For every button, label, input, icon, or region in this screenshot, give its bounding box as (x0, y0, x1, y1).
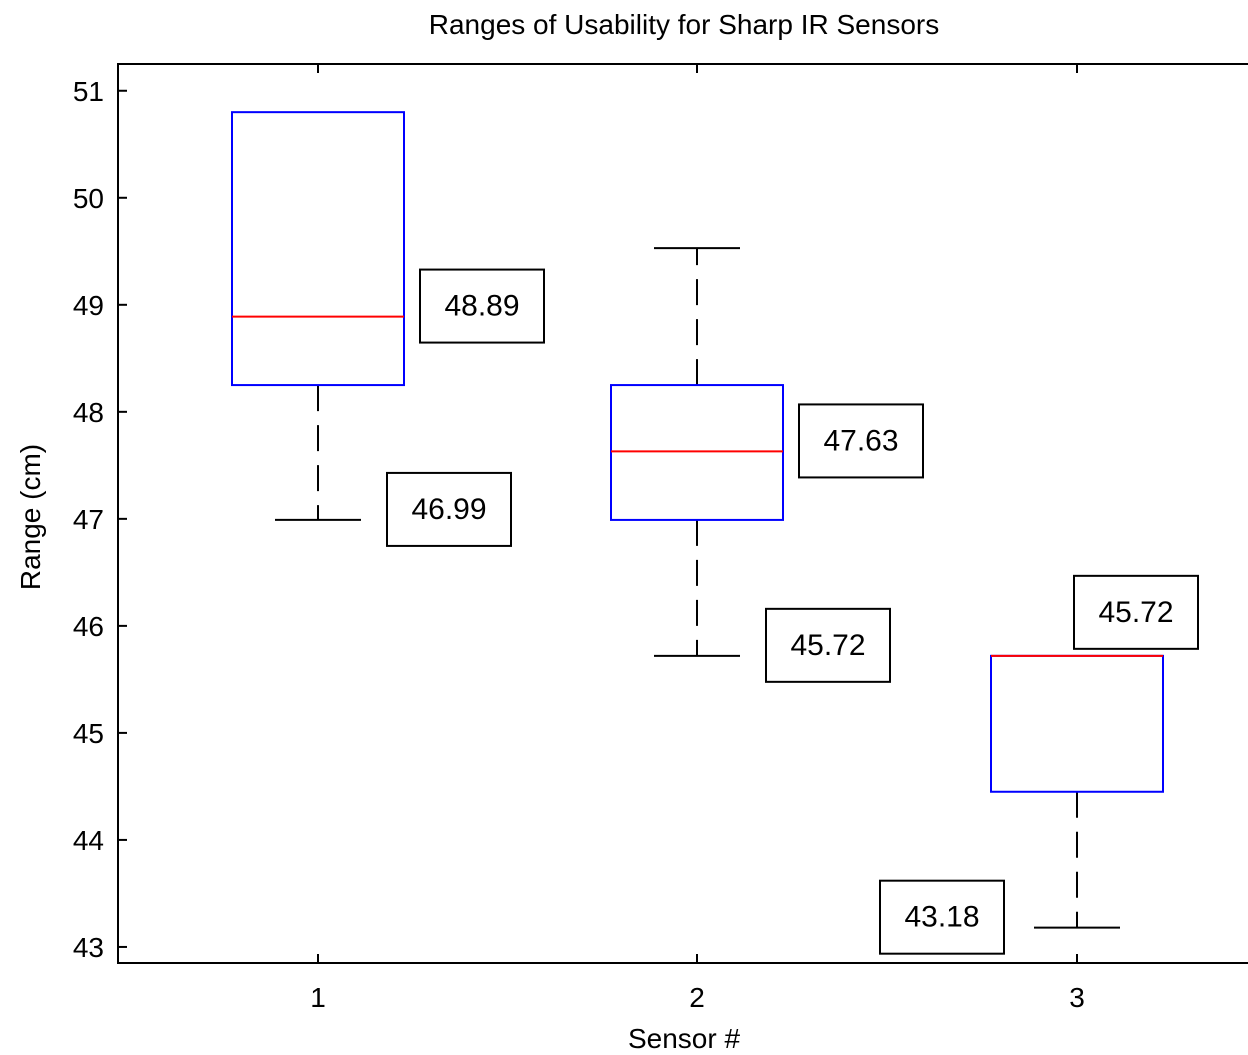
box-marks (231, 111, 1164, 929)
plot-area (117, 63, 1248, 964)
annotation-box (419, 268, 545, 344)
axis-ticks: 43 44 45 46 47 48 49 50 51 1 2 3 (73, 64, 1085, 1013)
annotation-box (1073, 574, 1199, 650)
x-axis-label: Sensor # (628, 1023, 740, 1054)
annotations: 48.89 46.99 47.63 45.72 45.72 43.18 (386, 268, 1199, 955)
y-tick-label: 50 (73, 183, 104, 214)
y-tick-label: 44 (73, 825, 104, 856)
annotation-box (798, 403, 924, 479)
y-tick-label: 45 (73, 718, 104, 749)
annotation-label: 45.72 (790, 629, 865, 662)
chart-title: Ranges of Usability for Sharp IR Sensors (429, 9, 939, 40)
annotation-box (386, 471, 512, 547)
x-tick-label: 3 (1069, 982, 1085, 1013)
y-tick-label: 51 (73, 76, 104, 107)
y-tick-label: 46 (73, 611, 104, 642)
annotation-label: 48.89 (444, 290, 519, 323)
annotation-label: 43.18 (904, 901, 979, 934)
y-tick-label: 43 (73, 932, 104, 963)
y-axis-label: Range (cm) (15, 444, 46, 590)
annotation-label: 47.63 (823, 424, 898, 457)
box-1 (231, 111, 405, 387)
y-tick-label: 49 (73, 290, 104, 321)
annotation-box (765, 607, 891, 683)
box-2 (610, 384, 784, 521)
box-3 (990, 654, 1164, 793)
annotation-label: 45.72 (1098, 596, 1173, 629)
x-tick-label: 1 (310, 982, 326, 1013)
annotation-box (879, 879, 1005, 955)
y-tick-label: 47 (73, 504, 104, 535)
y-tick-label: 48 (73, 397, 104, 428)
x-tick-label: 2 (689, 982, 705, 1013)
annotation-label: 46.99 (411, 493, 486, 526)
